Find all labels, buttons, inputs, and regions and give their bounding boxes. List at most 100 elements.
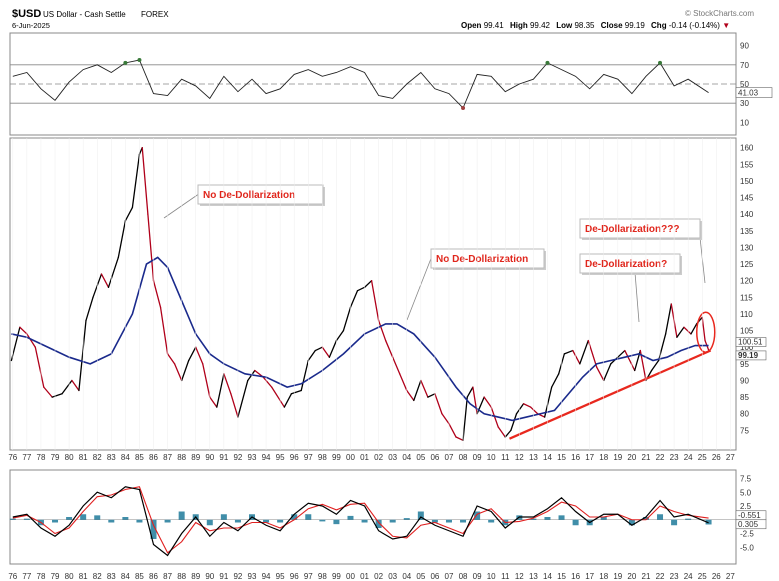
x-tick-label: 99 bbox=[332, 572, 341, 581]
x-tick-label: 17 bbox=[585, 572, 594, 581]
price-segment bbox=[392, 356, 401, 375]
macd-last-value-box bbox=[735, 519, 767, 530]
x-tick-label: 80 bbox=[65, 572, 74, 581]
price-segment bbox=[209, 396, 218, 408]
x-tick-label: 98 bbox=[318, 453, 327, 462]
price-segment bbox=[448, 423, 457, 438]
macd-histogram-bar bbox=[136, 519, 143, 523]
x-tick-label: 03 bbox=[388, 572, 397, 581]
x-tick-label: 26 bbox=[712, 572, 721, 581]
price-segment bbox=[131, 153, 141, 209]
x-tick-label: 82 bbox=[93, 453, 102, 462]
price-segment bbox=[141, 147, 149, 215]
x-tick-label: 88 bbox=[177, 453, 186, 462]
price-segment bbox=[223, 373, 232, 395]
price-segment bbox=[551, 373, 560, 388]
x-tick-label: 03 bbox=[388, 453, 397, 462]
x-tick-label: 23 bbox=[670, 572, 679, 581]
macd-histogram-bar bbox=[642, 517, 649, 520]
price-segment bbox=[152, 280, 162, 308]
price-segment bbox=[617, 349, 626, 358]
x-tick-label: 87 bbox=[163, 572, 172, 581]
x-tick-label: 16 bbox=[571, 572, 580, 581]
x-tick-label: 15 bbox=[557, 572, 566, 581]
price-tick-label: 115 bbox=[740, 293, 753, 302]
annotation-leader-line bbox=[634, 272, 640, 323]
x-tick-label: 18 bbox=[599, 453, 608, 462]
price-tick-label: 105 bbox=[740, 327, 754, 336]
macd-tick-label: -5.0 bbox=[740, 543, 754, 552]
price-segment bbox=[188, 346, 197, 362]
price-segment bbox=[603, 363, 612, 382]
close-value: 99.19 bbox=[625, 21, 646, 30]
price-segment bbox=[522, 403, 532, 408]
price-last-value-label: 99.19 bbox=[738, 351, 759, 360]
price-segment bbox=[406, 389, 415, 402]
annotation-label: De-Dollarization? bbox=[585, 259, 667, 270]
x-tick-label: 78 bbox=[37, 572, 46, 581]
x-tick-label: 11 bbox=[501, 453, 510, 462]
chg-label: Chg bbox=[651, 21, 667, 30]
x-tick-label: 02 bbox=[374, 572, 383, 581]
price-segment bbox=[610, 356, 619, 365]
rsi-tick-label: 70 bbox=[740, 61, 749, 70]
price-segment bbox=[472, 386, 478, 415]
macd-histogram-bar bbox=[305, 514, 312, 520]
price-segment bbox=[230, 393, 239, 418]
macd-histogram-bar bbox=[94, 515, 101, 520]
rsi-tick-label: 90 bbox=[740, 42, 749, 51]
price-segment bbox=[100, 273, 110, 288]
rsi-panel: 10 30 50 70 90 41.03 bbox=[10, 42, 773, 127]
x-tick-label: 21 bbox=[642, 453, 651, 462]
x-tick-label: 24 bbox=[684, 572, 693, 581]
instrument-name: US Dollar - Cash Settle bbox=[43, 10, 126, 19]
macd-histogram-bar bbox=[291, 514, 298, 520]
open-value: 99.41 bbox=[484, 21, 505, 30]
price-segment bbox=[237, 379, 249, 418]
highlight-circle bbox=[696, 311, 716, 353]
price-segment bbox=[476, 396, 485, 415]
price-segment bbox=[455, 436, 464, 441]
price-tick-label: 85 bbox=[740, 393, 749, 402]
x-tick-label: 89 bbox=[191, 453, 200, 462]
price-segment bbox=[290, 389, 302, 395]
rsi-tick-label: 50 bbox=[740, 80, 749, 89]
price-tick-label: 95 bbox=[740, 360, 749, 369]
price-segment bbox=[202, 363, 211, 398]
price-segment bbox=[413, 379, 422, 402]
price-segment bbox=[147, 213, 155, 282]
x-tick-label: 83 bbox=[107, 453, 116, 462]
price-last-value-box bbox=[735, 350, 767, 361]
macd-histogram-bar bbox=[389, 519, 396, 523]
x-tick-label: 14 bbox=[543, 572, 552, 581]
x-tick-label: 01 bbox=[360, 572, 369, 581]
chg-value: -0.14 (-0.14%) bbox=[669, 21, 720, 30]
x-tick-label: 02 bbox=[374, 453, 383, 462]
price-tick-label: 75 bbox=[740, 426, 749, 435]
price-segment bbox=[173, 363, 183, 382]
x-tick-label: 05 bbox=[416, 572, 425, 581]
price-tick-label: 135 bbox=[740, 227, 754, 236]
rsi-overbought-mark bbox=[658, 60, 663, 65]
x-tick-label: 97 bbox=[304, 453, 313, 462]
x-tick-label: 89 bbox=[191, 572, 200, 581]
x-tick-label: 77 bbox=[22, 572, 31, 581]
price-tick-label: 125 bbox=[740, 260, 754, 269]
price-segment bbox=[510, 413, 518, 432]
annotation-label: No De-Dollarization bbox=[203, 190, 295, 201]
price-segment bbox=[563, 349, 574, 355]
macd-histogram-bar bbox=[375, 519, 382, 528]
x-tick-label: 13 bbox=[529, 572, 538, 581]
x-tick-label: 01 bbox=[360, 453, 369, 462]
price-panel-frame bbox=[9, 137, 737, 451]
x-tick-label: 88 bbox=[177, 572, 186, 581]
price-segment bbox=[515, 403, 525, 415]
price-segment bbox=[683, 326, 692, 335]
rsi-last-value-box bbox=[735, 87, 773, 98]
macd-histogram-bar bbox=[80, 514, 87, 520]
price-tick-label: 145 bbox=[740, 194, 754, 203]
x-tick-label: 90 bbox=[205, 453, 214, 462]
price-tick-label: 120 bbox=[740, 277, 754, 286]
x-tick-label: 76 bbox=[8, 572, 17, 581]
x-tick-label: 04 bbox=[402, 453, 411, 462]
